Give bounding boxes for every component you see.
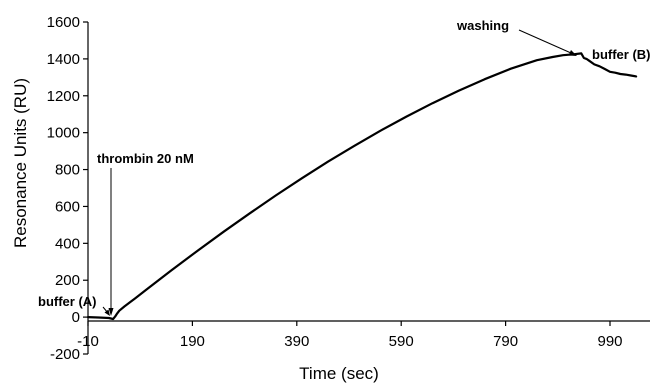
x-axis-title: Time (sec) (299, 364, 379, 383)
x-tick-label: 190 (180, 333, 205, 350)
y-tick-label: 0 (72, 309, 80, 326)
x-tick-label: 790 (493, 333, 518, 350)
y-tick-label: 1600 (47, 14, 80, 31)
annotation-thrombin: thrombin 20 nM (97, 151, 194, 166)
annotations: thrombin 20 nM buffer (A) washing buffer… (38, 18, 651, 316)
washing-arrow-head (568, 50, 577, 56)
buffer-a-arrow-head (104, 309, 110, 316)
y-axis-title: Resonance Units (RU) (11, 78, 30, 248)
washing-arrow-line (518, 29, 572, 54)
y-ticks: -200 0 200 400 600 800 1000 1200 1400 1600 (47, 14, 88, 363)
y-tick-label: 200 (55, 272, 80, 289)
y-tick-label: 1000 (47, 125, 80, 142)
thrombin-arrow-head (108, 308, 114, 316)
y-tick-label: 600 (55, 198, 80, 215)
annotation-buffer-b: buffer (B) (592, 47, 651, 62)
y-tick-label: 400 (55, 235, 80, 252)
x-tick-label: -10 (77, 333, 99, 350)
x-ticks: -10 190 390 590 790 990 (77, 321, 623, 350)
y-tick-label: -200 (50, 346, 80, 363)
y-tick-label: 800 (55, 162, 80, 179)
y-tick-label: 1400 (47, 51, 80, 68)
series-line (86, 52, 638, 321)
annotation-buffer-a: buffer (A) (38, 294, 97, 309)
annotation-washing: washing (456, 18, 509, 33)
y-tick-label: 1200 (47, 88, 80, 105)
x-tick-label: 390 (284, 333, 309, 350)
x-tick-label: 990 (597, 333, 622, 350)
x-tick-label: 590 (389, 333, 414, 350)
